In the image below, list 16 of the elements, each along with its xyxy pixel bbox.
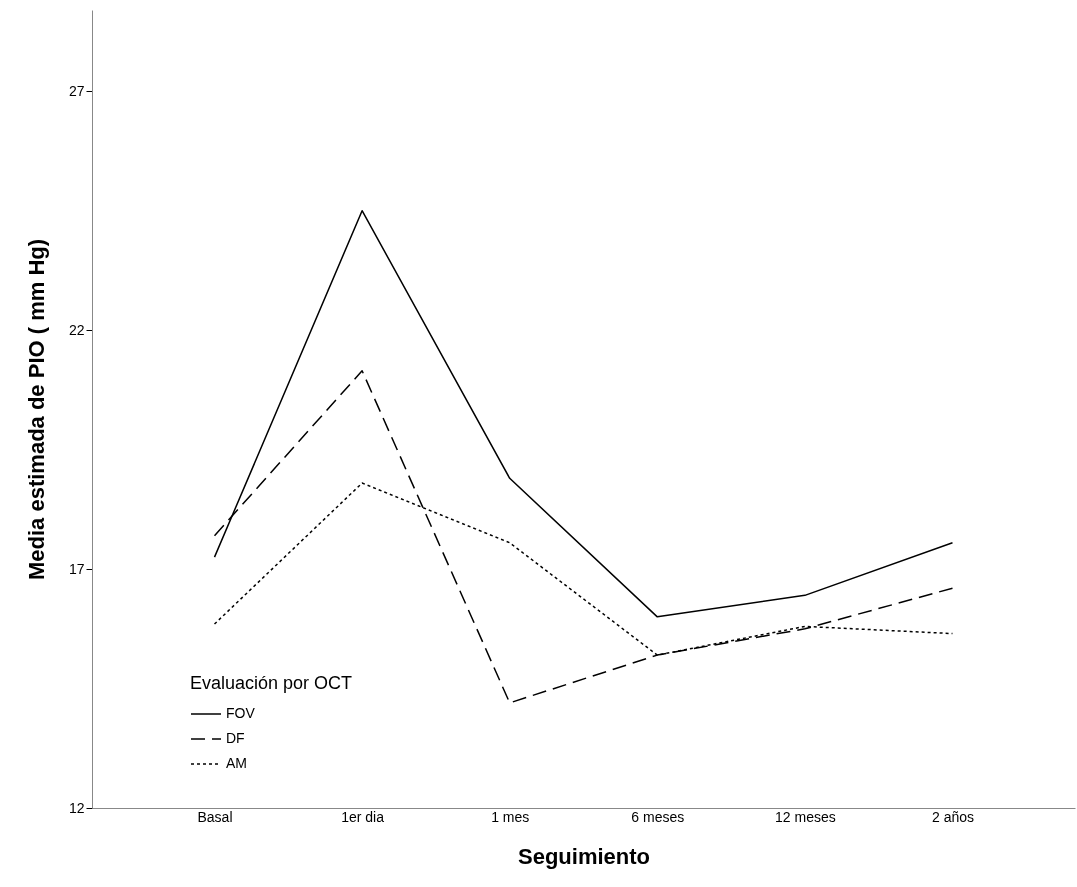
x-tick-label: 6 meses [631, 808, 685, 825]
y-tick-label: 17 [68, 560, 85, 577]
y-tick-label: 27 [68, 82, 85, 99]
x-axis-title: Seguimiento [517, 843, 651, 869]
legend-label: DF [226, 730, 245, 746]
legend-label: FOV [226, 705, 256, 721]
x-tick-label: Basal [197, 808, 233, 825]
y-axis-title: Media estimada de PIO ( mm Hg) [23, 238, 49, 581]
legend-label: AM [226, 755, 247, 771]
x-tick-label: 1er dia [341, 808, 385, 825]
legend-title: Evaluación por OCT [190, 673, 353, 693]
y-tick-label: 22 [68, 321, 85, 338]
x-tick-label: 2 años [931, 808, 975, 825]
y-tick-label: 12 [68, 799, 85, 816]
x-tick-label: 1 mes [491, 808, 530, 825]
x-tick-label: 12 meses [775, 808, 836, 825]
